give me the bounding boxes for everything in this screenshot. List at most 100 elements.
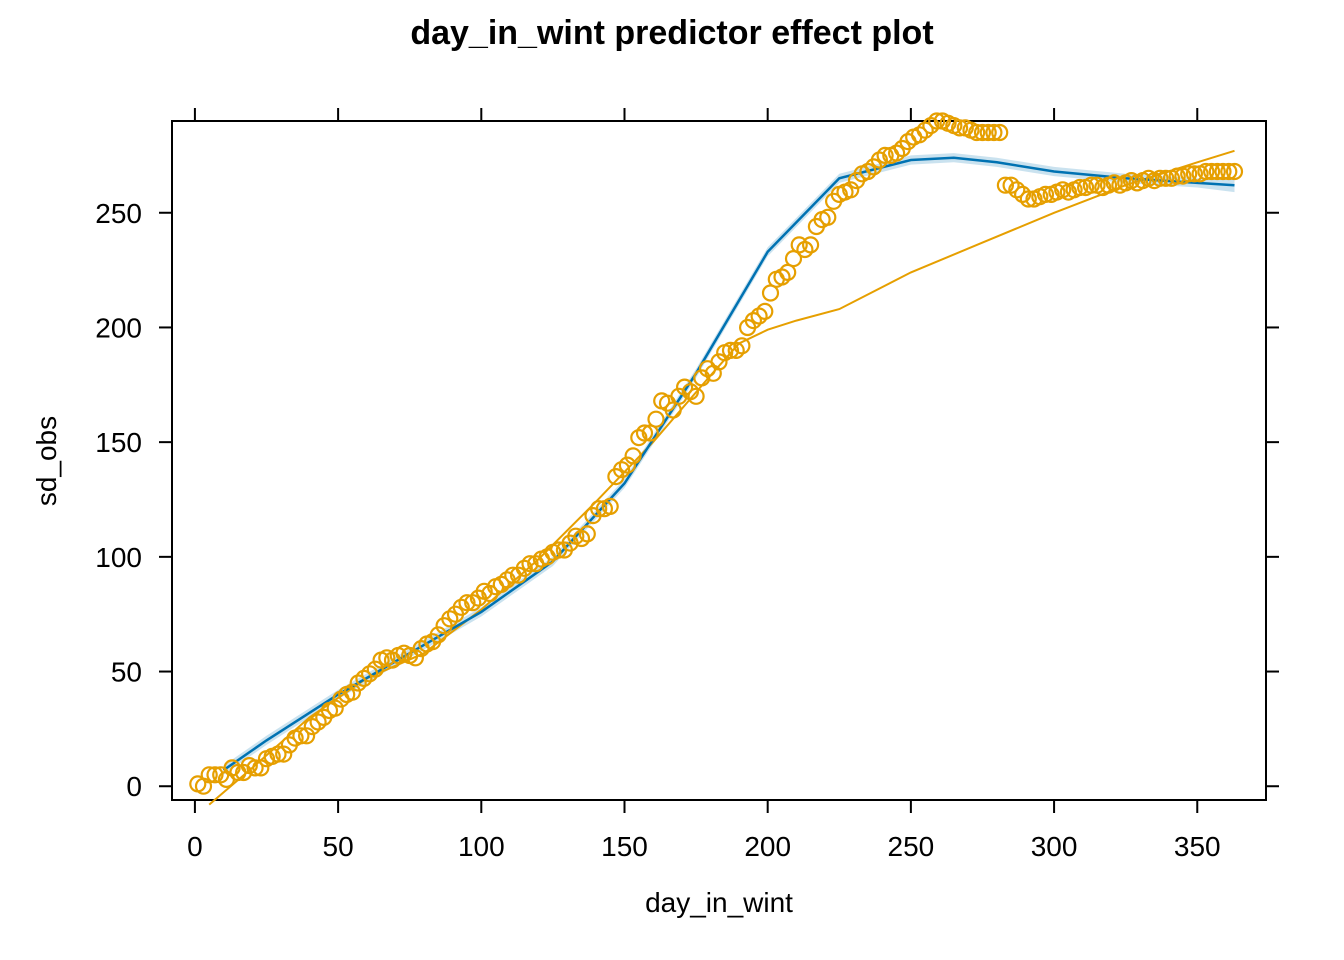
data-point (361, 665, 379, 683)
data-point (773, 268, 791, 286)
chart-title: day_in_wint predictor effect plot (410, 14, 933, 52)
data-point (801, 236, 820, 254)
data-point (681, 383, 700, 401)
smooth-line-path (208, 149, 1235, 806)
data-point (859, 162, 877, 181)
data-point (1168, 167, 1186, 185)
y-tick-label: 200 (95, 312, 142, 343)
data-point (693, 369, 711, 387)
data-point (355, 669, 373, 688)
data-point (842, 181, 860, 199)
y-tick-label: 150 (95, 427, 142, 458)
x-axis-label: day_in_wint (645, 887, 793, 918)
data-point (991, 123, 1009, 142)
data-point (710, 353, 728, 371)
data-point (1208, 162, 1226, 181)
data-point (206, 766, 224, 784)
data-point (670, 387, 688, 405)
data-point (985, 123, 1003, 142)
data-point (1036, 185, 1055, 203)
data-point (406, 649, 424, 667)
data-point (515, 559, 533, 577)
data-point (366, 660, 384, 678)
data-point (200, 766, 218, 784)
data-point (1151, 169, 1169, 187)
data-point (928, 112, 946, 130)
smooth-line (208, 149, 1235, 806)
x-axis: 0 50 100 150 200 250 300 350 (187, 108, 1221, 862)
data-point (618, 456, 637, 474)
data-point (326, 699, 344, 717)
data-point (1082, 176, 1100, 194)
data-point (916, 121, 934, 139)
data-point (1019, 190, 1037, 208)
y-tick-label: 250 (95, 198, 142, 229)
x-tick-label: 50 (323, 831, 354, 862)
data-point (464, 594, 482, 612)
x-tick-label: 0 (187, 831, 203, 862)
data-point (1157, 169, 1175, 187)
data-point (996, 176, 1015, 194)
x-tick-label: 150 (601, 831, 648, 862)
data-point (601, 497, 619, 515)
data-point (458, 594, 476, 612)
data-point (796, 240, 814, 259)
x-tick-label: 250 (888, 831, 935, 862)
data-point (269, 745, 287, 763)
y-tick-label: 0 (126, 771, 142, 802)
data-point (790, 236, 808, 254)
data-point (630, 429, 648, 447)
data-point (1185, 165, 1204, 183)
data-point (876, 146, 894, 164)
data-point (687, 387, 705, 405)
data-point (1202, 162, 1221, 181)
data-point (756, 302, 774, 320)
data-point (452, 598, 470, 616)
data-point (721, 341, 740, 359)
y-axis: 0 50 100 150 200 250 (95, 198, 1279, 802)
data-point (246, 759, 264, 777)
x-tick-label: 350 (1174, 831, 1221, 862)
data-point (1197, 162, 1215, 181)
y-axis-label: sd_obs (31, 416, 62, 506)
x-tick-label: 300 (1031, 831, 1078, 862)
data-point (1225, 162, 1244, 181)
data-point (750, 307, 768, 325)
data-point (252, 759, 270, 777)
confidence-band (223, 153, 1235, 775)
confidence-band-area (223, 153, 1235, 775)
data-point (1220, 162, 1238, 181)
x-tick-label: 200 (744, 831, 791, 862)
data-point (498, 571, 516, 589)
observed-points (189, 112, 1244, 795)
data-point (292, 727, 310, 745)
data-point (870, 151, 889, 169)
data-point (349, 674, 367, 692)
data-point (590, 500, 608, 518)
y-tick-label: 100 (95, 542, 142, 573)
data-point (819, 208, 837, 226)
data-point (733, 337, 751, 355)
data-point (973, 123, 992, 142)
data-point (624, 447, 642, 465)
data-point (910, 126, 929, 144)
y-tick-label: 50 (111, 657, 142, 688)
data-point (744, 312, 763, 330)
data-point (979, 123, 997, 142)
data-point (1013, 185, 1032, 203)
data-point (429, 626, 447, 644)
data-point (1071, 178, 1089, 197)
data-point (521, 555, 539, 573)
plot-frame (171, 120, 1267, 801)
data-point (887, 144, 906, 162)
data-point (275, 745, 293, 763)
data-point (441, 610, 459, 628)
data-point (1214, 162, 1232, 181)
data-point (950, 119, 969, 137)
data-point (578, 525, 596, 543)
data-point (1002, 176, 1020, 194)
data-point (343, 683, 361, 701)
data-point (727, 341, 745, 359)
data-point (1180, 165, 1198, 183)
